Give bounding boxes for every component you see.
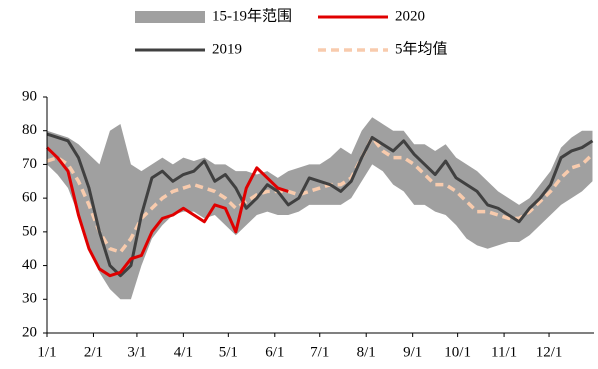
legend-label: 2019: [212, 41, 242, 57]
x-tick-label: 3/1: [127, 344, 146, 360]
y-tick-label: 30: [22, 291, 37, 307]
series-line: [45, 146, 289, 278]
legend-label: 2020: [395, 8, 425, 24]
legend-swatch: [135, 11, 205, 23]
x-tick-label: 12/1: [536, 344, 563, 360]
range-band: [47, 117, 593, 300]
x-tick-label: 7/1: [310, 344, 329, 360]
x-tick-label: 2/1: [84, 344, 103, 360]
x-tick-label: 6/1: [265, 344, 284, 360]
y-tick-label: 40: [22, 257, 37, 273]
x-tick-label: 8/1: [357, 344, 376, 360]
legend-label: 15-19年范围: [212, 7, 292, 24]
y-tick-label: 60: [22, 190, 37, 206]
legend-label: 5年均值: [395, 40, 448, 57]
y-tick-label: 80: [22, 122, 37, 138]
y-tick-label: 50: [22, 223, 37, 239]
x-tick-label: 11/1: [491, 344, 517, 360]
x-tick-label: 9/1: [403, 344, 422, 360]
x-tick-label: 5/1: [219, 344, 238, 360]
x-tick-label: 4/1: [174, 344, 193, 360]
y-tick-label: 90: [22, 88, 37, 104]
x-tick-label: 1/1: [37, 344, 56, 360]
y-tick-label: 20: [22, 324, 37, 340]
y-tick-label: 70: [22, 156, 37, 172]
series-line: [46, 132, 594, 278]
x-tick-label: 10/1: [444, 344, 471, 360]
